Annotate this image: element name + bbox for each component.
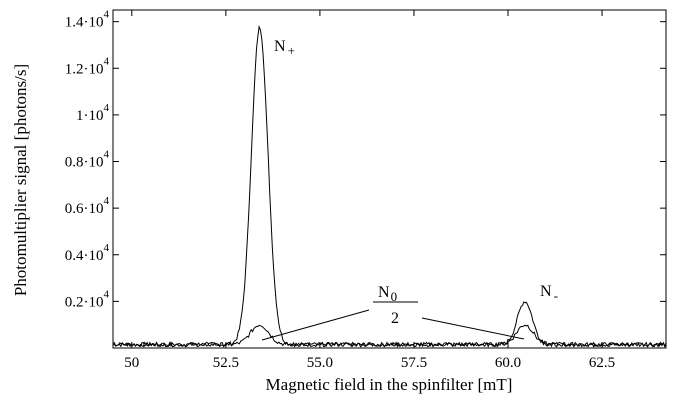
n-zero-sub: 0	[391, 289, 398, 304]
y-tick-mantissa: 1·10	[76, 108, 104, 124]
n-zero-numerator: N0	[378, 284, 397, 304]
y-tick-exponent: 4	[104, 9, 110, 21]
pointer-line-right	[421, 317, 525, 340]
y-tick-mantissa: 0.6·10	[65, 201, 104, 217]
y-axis-title: Photomultiplier signal [photons/s]	[11, 64, 30, 296]
x-tick-label: 62.5	[589, 355, 615, 371]
n-minus-label: N-	[540, 283, 558, 303]
y-tick-label: 0.2·104	[65, 288, 110, 310]
y-tick-exponent: 4	[104, 55, 110, 67]
series-n-zero-line	[112, 324, 667, 348]
y-tick-mantissa: 0.8·10	[65, 155, 104, 171]
y-tick-mantissa: 0.2·10	[65, 294, 104, 310]
y-tick-label: 1.4·104	[65, 9, 110, 31]
plot-area	[112, 24, 667, 348]
x-tick-label: 60.0	[495, 355, 521, 371]
x-tick-label: 50	[124, 355, 139, 371]
n-minus-main: N	[540, 283, 552, 300]
y-tick-exponent: 4	[104, 195, 110, 207]
n-zero-denominator: 2	[391, 310, 399, 327]
plot-frame	[112, 9, 667, 349]
y-tick-mantissa: 1.2·10	[65, 61, 104, 77]
y-tick-label: 1.2·104	[65, 55, 110, 77]
n-zero-main: N	[378, 284, 390, 301]
y-tick-label: 0.6·104	[65, 195, 110, 217]
n-plus-label: N +	[274, 38, 295, 58]
y-tick-exponent: 4	[104, 102, 110, 114]
x-tick-label: 57.5	[401, 355, 427, 371]
x-axis-title: Magnetic field in the spinfilter [mT]	[266, 375, 513, 394]
pointer-line-left	[261, 309, 370, 341]
n-plus-main: N	[274, 38, 286, 55]
y-tick-mantissa: 1.4·10	[65, 15, 104, 31]
y-tick-label: 1·104	[76, 102, 110, 124]
x-tick-label: 52.5	[213, 355, 239, 371]
y-tick-exponent: 4	[104, 242, 110, 254]
y-tick-exponent: 4	[104, 149, 110, 161]
axes: 50 52.5 55.0 57.5 60.0 62.50.2·1040.4·1040.6·…	[65, 9, 667, 371]
n-minus-sub: -	[554, 288, 558, 303]
n-plus-sub: +	[288, 43, 295, 58]
y-tick-label: 0.8·104	[65, 149, 110, 171]
x-tick-label: 55.0	[307, 355, 333, 371]
n-zero-half-label: N0 2	[261, 284, 525, 341]
y-tick-label: 0.4·104	[65, 242, 110, 264]
y-tick-mantissa: 0.4·10	[65, 248, 104, 264]
y-tick-exponent: 4	[104, 288, 110, 300]
